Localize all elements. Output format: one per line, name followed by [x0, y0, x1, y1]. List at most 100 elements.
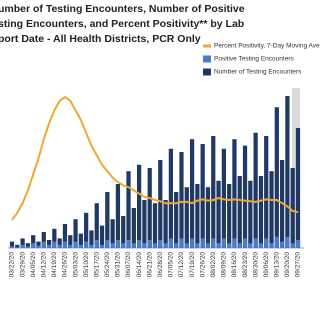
bar [253, 132, 258, 248]
bar [258, 176, 264, 248]
legend-label: Positive Testing Encounters [214, 56, 294, 63]
bar [279, 241, 285, 248]
bar [295, 240, 301, 248]
bar [174, 192, 179, 248]
bar [78, 233, 83, 248]
x-tick-label: 08/30/20 [252, 252, 259, 278]
bar [99, 225, 105, 248]
bar [205, 187, 211, 248]
bar [52, 241, 57, 248]
bar [179, 238, 184, 248]
bar [20, 244, 25, 248]
bar [41, 241, 46, 248]
bar [78, 244, 83, 248]
bar [126, 171, 131, 248]
bar [290, 243, 295, 248]
bar [105, 240, 110, 248]
line [11, 95, 299, 221]
bar [46, 244, 52, 248]
bar [152, 243, 158, 248]
bar [121, 216, 126, 248]
bar [221, 238, 226, 248]
bar [84, 212, 89, 248]
bar [36, 245, 41, 248]
legend-label: Number of Testing Encounters [214, 69, 302, 76]
bar [163, 200, 168, 248]
bar [73, 241, 78, 248]
bar [142, 243, 147, 248]
bar [20, 238, 25, 248]
bar [99, 244, 105, 248]
bar [121, 243, 126, 248]
bar [62, 224, 68, 248]
bar [195, 243, 200, 248]
bar [136, 240, 142, 248]
bar [131, 243, 136, 248]
chart-title-line: umber of Testing Encounters, Number of P… [0, 3, 245, 15]
bar [115, 184, 121, 248]
bar [147, 240, 152, 248]
legend-swatch [203, 68, 211, 76]
x-tick-label: 07/19/20 [189, 252, 196, 278]
bar [94, 203, 99, 248]
bar [89, 244, 94, 248]
bar [237, 243, 242, 248]
bar [52, 228, 57, 248]
bar [9, 246, 15, 248]
bar [248, 243, 253, 248]
bar [31, 243, 36, 248]
bar [84, 241, 89, 248]
bar [62, 241, 68, 248]
bar [9, 241, 15, 248]
bar [15, 247, 20, 248]
bar [158, 160, 163, 248]
bar [205, 243, 211, 248]
bar [264, 136, 269, 248]
bar [57, 244, 62, 248]
bar [189, 238, 195, 248]
bar [285, 236, 290, 248]
x-tick-label: 07/12/20 [178, 252, 185, 278]
legend-label: Percent Positivity, 7-Day Moving Ave [214, 43, 320, 50]
bar [216, 180, 221, 248]
x-tick-label: 05/10/20 [83, 252, 90, 278]
bar [232, 139, 237, 248]
chart-title-line: sting Encounters, and Percent Positivity… [0, 18, 244, 30]
x-tick-label: 03/29/20 [19, 252, 26, 278]
bar [110, 219, 115, 248]
bar [274, 236, 279, 248]
bar [285, 96, 290, 248]
bar [290, 168, 295, 248]
bar [89, 230, 94, 248]
bar [274, 107, 279, 248]
bar [232, 238, 237, 248]
bar [73, 219, 78, 248]
bar [147, 168, 152, 248]
x-tick-label: 04/05/20 [30, 252, 37, 278]
bar [142, 200, 147, 248]
legend-swatch [203, 44, 211, 48]
bar [110, 243, 115, 248]
x-tick-label: 09/13/20 [274, 252, 281, 278]
bar [25, 243, 31, 248]
x-tick-label: 04/12/20 [40, 252, 47, 278]
x-tick-label: 03/22/20 [9, 252, 16, 278]
bar [41, 232, 46, 248]
bar [94, 240, 99, 248]
bar [115, 240, 121, 248]
bar [211, 238, 216, 248]
legend: Percent Positivity, 7-Day Moving Ave Posi… [203, 43, 320, 76]
x-tick-label: 04/26/20 [62, 252, 69, 278]
bar [15, 244, 20, 248]
x-tick-label: 08/23/20 [242, 252, 249, 278]
bar [168, 148, 174, 248]
bar [184, 187, 189, 248]
x-tick-label: 05/31/20 [115, 252, 122, 278]
bar [36, 241, 41, 248]
bar [216, 243, 221, 248]
x-tick-label: 05/03/20 [72, 252, 79, 278]
bar [211, 136, 216, 248]
bar [131, 208, 136, 248]
